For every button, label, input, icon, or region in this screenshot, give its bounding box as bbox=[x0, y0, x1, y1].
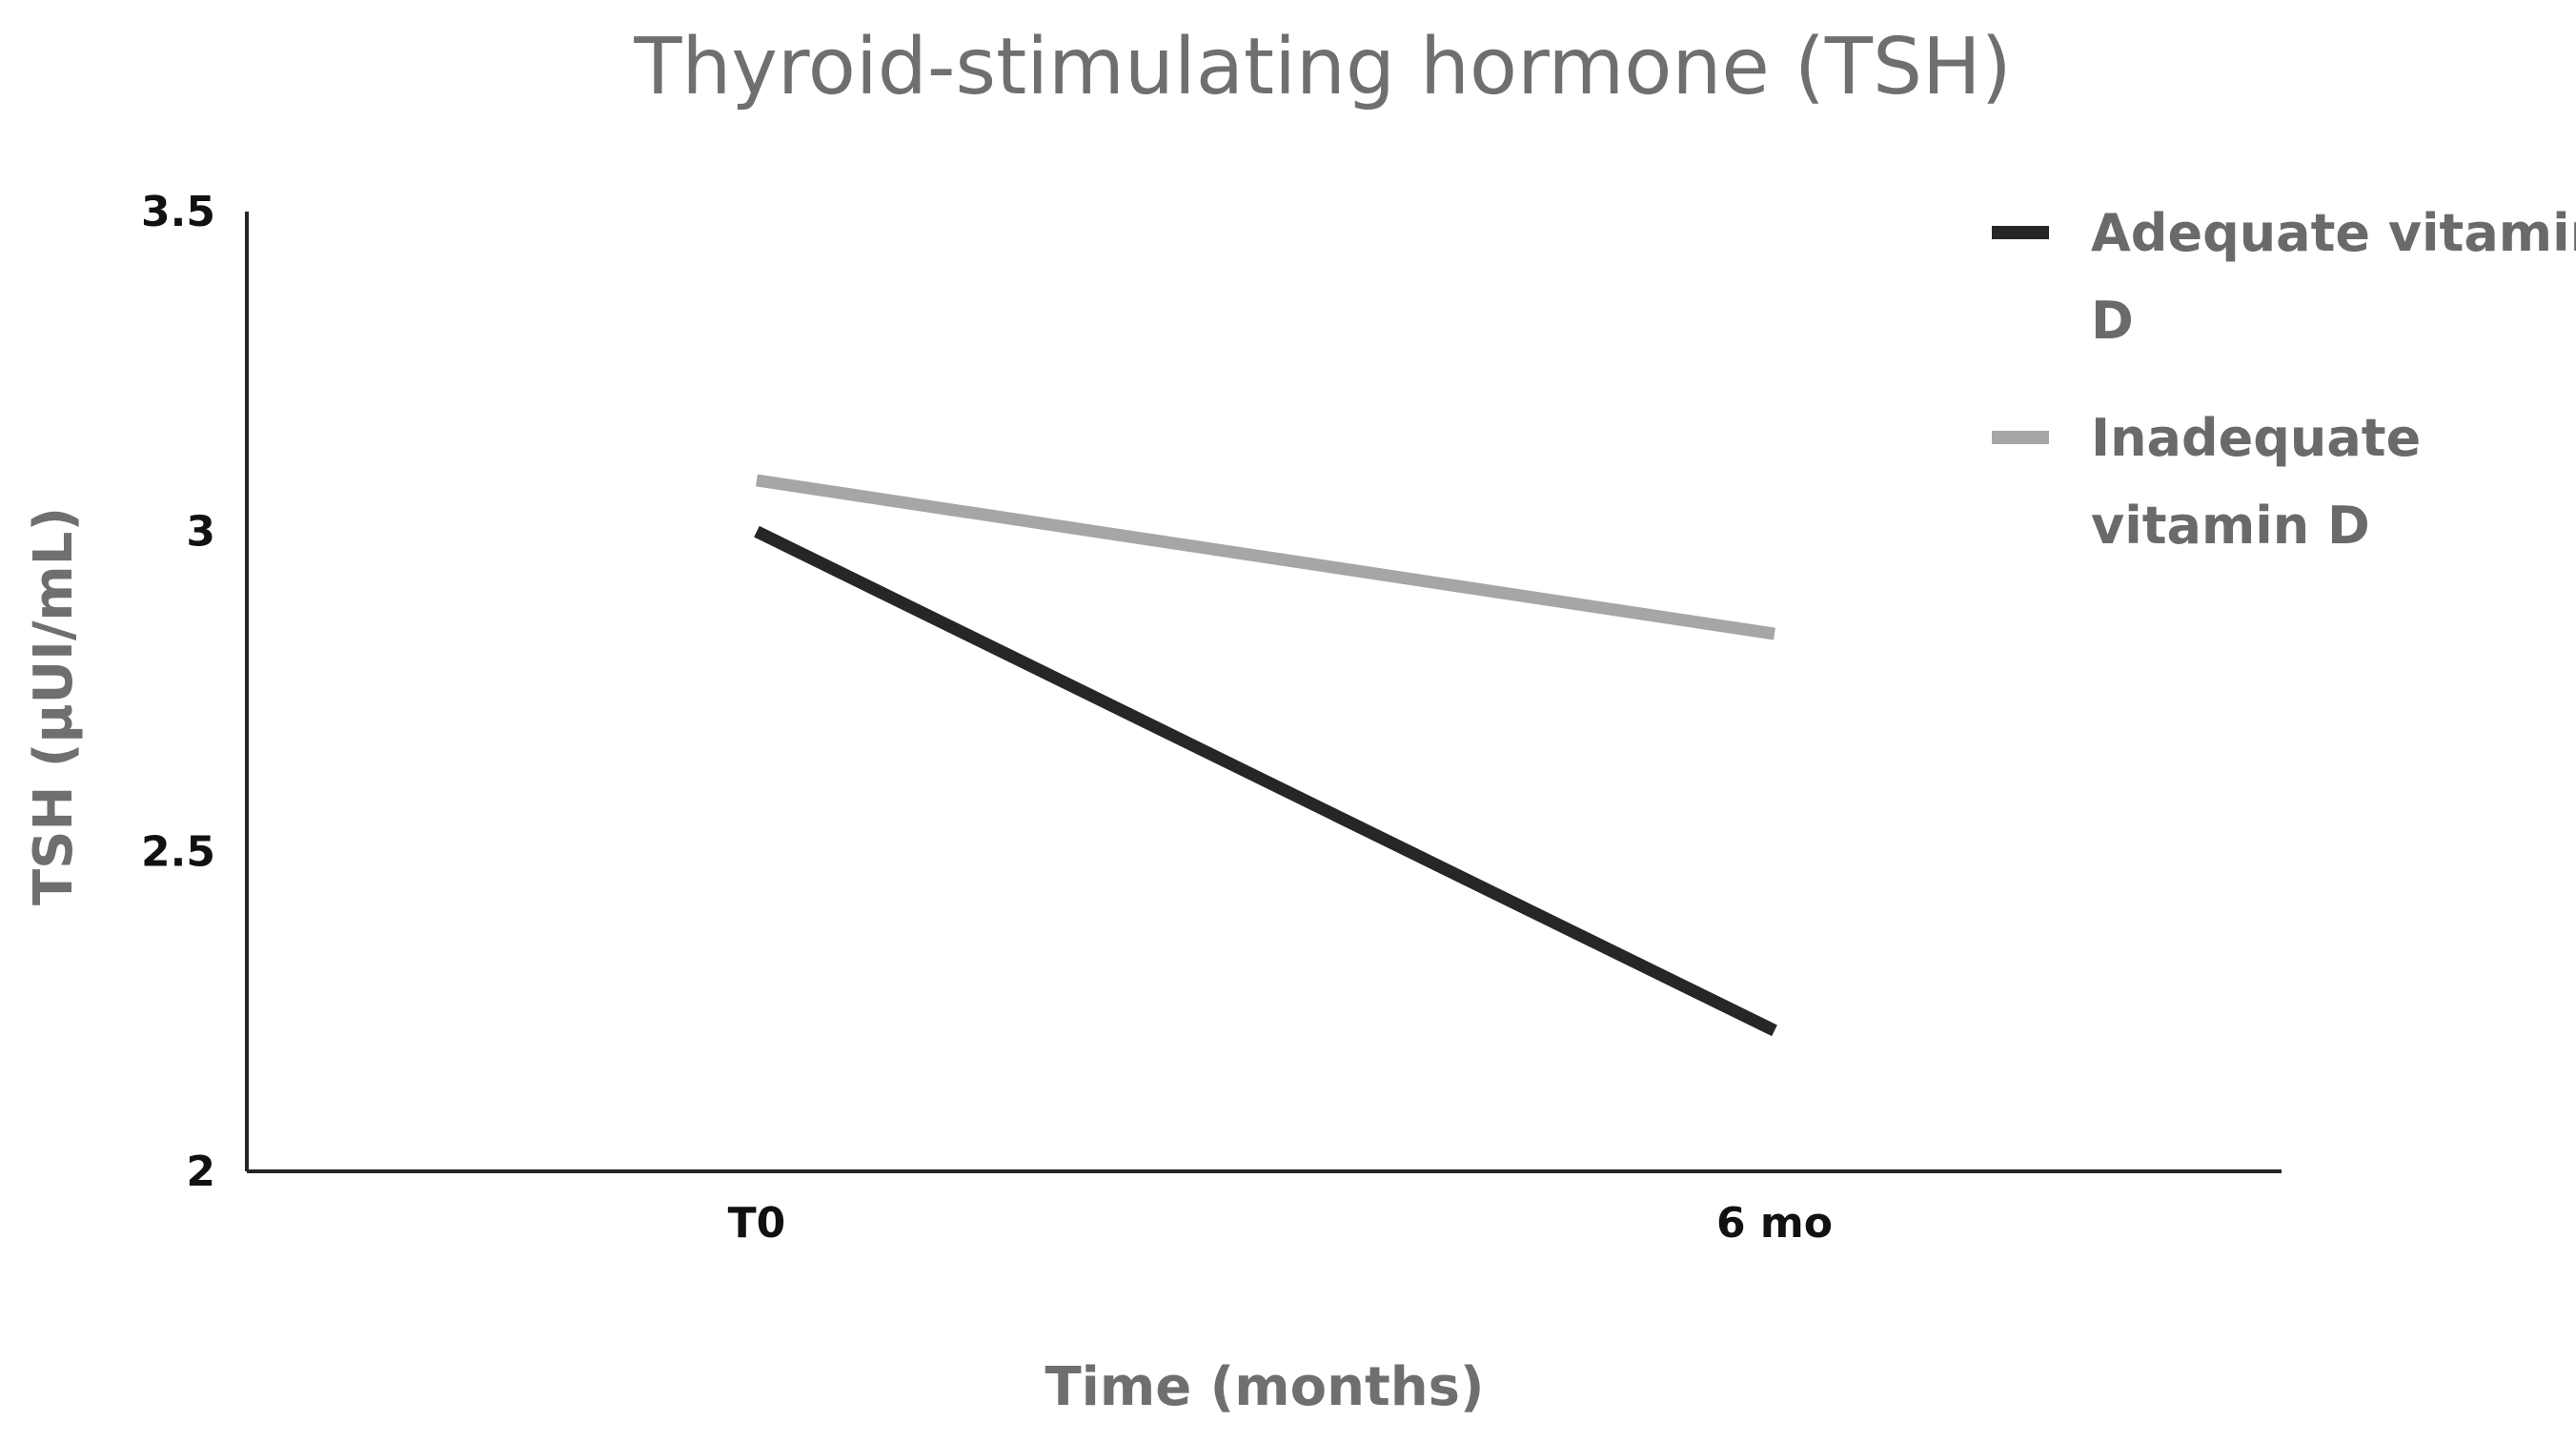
series-lines bbox=[754, 474, 1777, 1037]
y-tick-label: 3 bbox=[186, 508, 215, 557]
legend-label-1: vitamin D bbox=[2091, 496, 2370, 556]
legend-label-0: D bbox=[2091, 291, 2134, 351]
x-tick-label: T0 bbox=[728, 1199, 786, 1248]
x-axis-label: Time (months) bbox=[1045, 1356, 1484, 1418]
y-axis-label: TSH (µUI/mL) bbox=[23, 507, 85, 905]
legend-label-0: Adequate vitamin bbox=[2091, 203, 2576, 263]
x-tick-label: 6 mo bbox=[1716, 1199, 1833, 1248]
series-line-1 bbox=[756, 474, 1775, 640]
x-tick-labels: T0 6 mo bbox=[728, 1199, 1833, 1248]
y-tick-labels: 2 2.5 3 3.5 bbox=[141, 188, 215, 1196]
y-tick-label: 3.5 bbox=[141, 188, 215, 236]
chart-title: Thyroid-stimulating hormone (TSH) bbox=[633, 22, 2011, 112]
y-tick-label: 2 bbox=[186, 1148, 215, 1196]
y-tick-label: 2.5 bbox=[141, 827, 215, 876]
legend-label-1: Inadequate bbox=[2091, 408, 2421, 468]
legend: Adequate vitamin D Inadequate vitamin D bbox=[1992, 203, 2576, 556]
series-line-0 bbox=[754, 525, 1777, 1037]
